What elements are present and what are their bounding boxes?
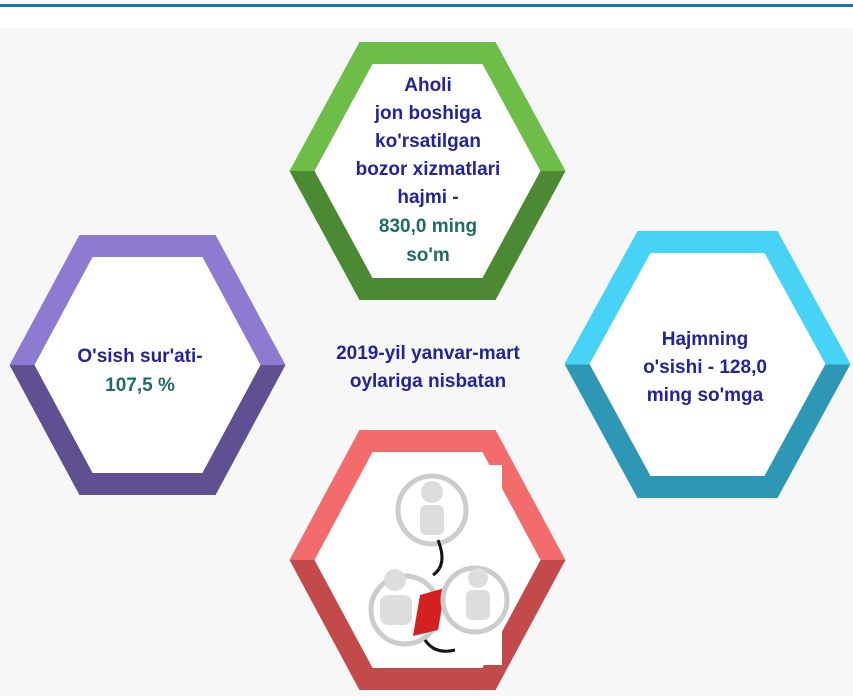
center-text: oylariga nisbatan <box>350 371 506 392</box>
center-text: 2019-yil yanvar-mart <box>336 343 520 364</box>
top-text: hajmi - <box>397 187 458 208</box>
infographic: Aholi jon boshiga ko'rsatilgan bozor xiz… <box>0 0 853 696</box>
top-text: bozor xizmatlari <box>356 159 501 180</box>
right-text: ming so'mga <box>647 385 764 406</box>
top-text: Aholi <box>404 75 452 96</box>
right-text: Hajmning <box>662 329 749 350</box>
top-text: jon boshiga <box>374 103 482 124</box>
top-figure: so'm <box>406 245 450 266</box>
top-figure: 830,0 ming <box>379 216 477 237</box>
right-text: o'sishi - 128,0 <box>643 357 767 378</box>
left-figure: 107,5 % <box>105 375 175 396</box>
top-rule <box>0 4 853 7</box>
top-text: ko'rsatilgan <box>375 131 481 152</box>
service-illustration <box>371 465 507 665</box>
left-text: O'sish sur'ati- <box>77 346 202 367</box>
